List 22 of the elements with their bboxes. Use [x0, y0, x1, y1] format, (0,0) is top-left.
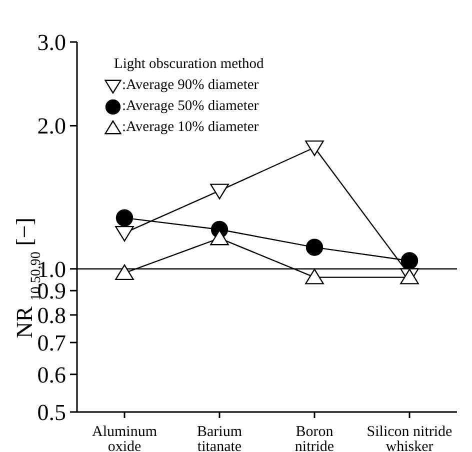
- x-tick-label: Silicon nitride whisker: [366, 424, 453, 452]
- y-tick-label: 0.5: [37, 400, 66, 425]
- legend-title: Light obscuration method: [114, 55, 264, 74]
- point: [305, 268, 324, 284]
- legend-label: :Average 10% diameter: [122, 118, 259, 137]
- point: [305, 140, 324, 156]
- y-tick-label: 0.6: [37, 362, 66, 388]
- y-tick-label: 2.0: [37, 114, 66, 139]
- point: [400, 252, 418, 270]
- point: [210, 230, 229, 246]
- legend-label: :Average 50% diameter: [122, 97, 259, 116]
- point: [115, 264, 134, 280]
- legend-label: :Average 90% diameter: [122, 76, 259, 95]
- point: [210, 184, 229, 200]
- y-tick-label: 3.0: [37, 30, 66, 55]
- point: [306, 238, 324, 256]
- y-tick-label: 0.7: [37, 330, 66, 356]
- point: [115, 226, 134, 242]
- point: [116, 209, 134, 226]
- x-tick-label: Aluminum oxide: [92, 424, 158, 452]
- x-tick-label: Boron nitride: [294, 424, 334, 452]
- x-tick-label: Barium titanate: [197, 424, 242, 452]
